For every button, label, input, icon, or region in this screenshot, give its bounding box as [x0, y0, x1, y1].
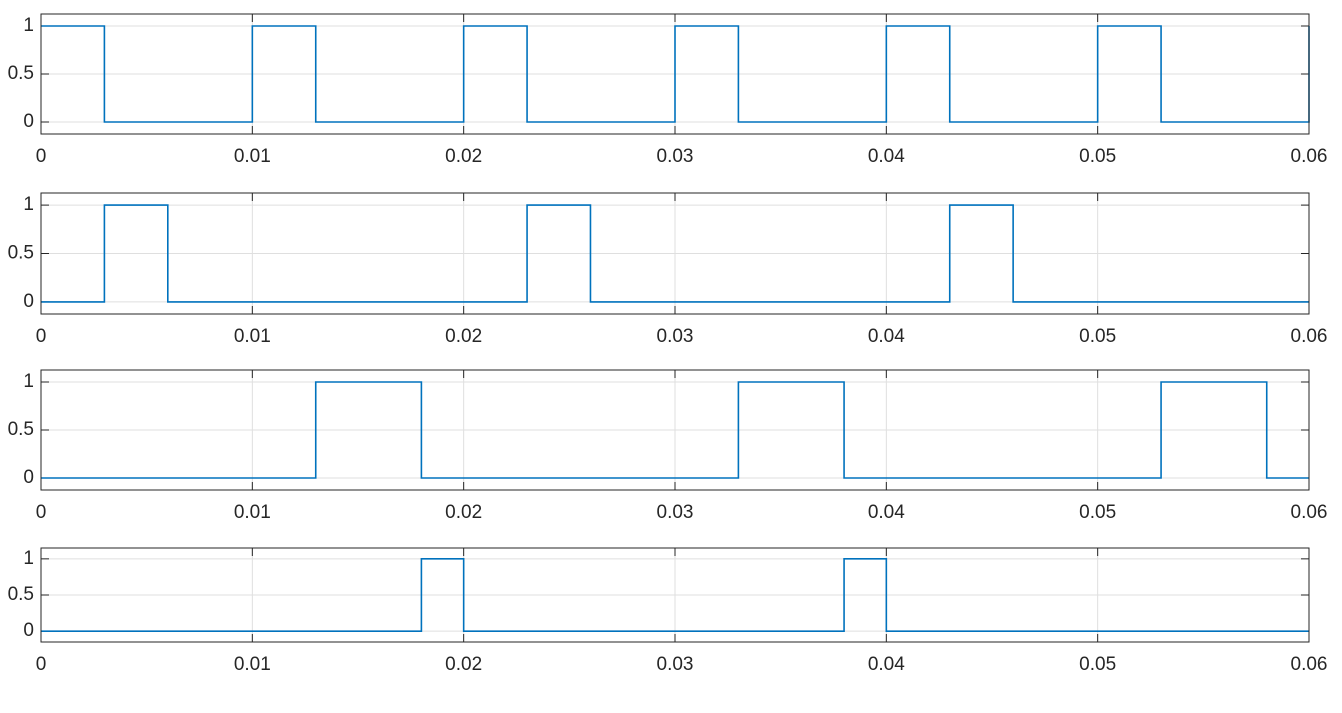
y-tick-label: 1 [23, 15, 34, 36]
y-tick-label: 0.5 [8, 63, 34, 84]
y-tick-label: 1 [23, 548, 34, 569]
signal-line [41, 381, 1309, 479]
x-tick-label: 0.02 [445, 502, 482, 523]
x-tick-label: 0.02 [445, 326, 482, 347]
x-tick-label: 0.03 [657, 326, 694, 347]
y-tick-label: 1 [23, 194, 34, 215]
y-tick-label: 0.5 [8, 243, 34, 264]
y-tick-label: 1 [23, 371, 34, 392]
signal-line [41, 558, 1309, 632]
signal-line [41, 204, 1309, 303]
y-tick-label: 0 [23, 111, 34, 132]
subplot: 0 0.01 0.02 0.03 0.04 0.05 0.06 0 0.5 1 [8, 13, 1328, 167]
axes-frame [40, 13, 1310, 135]
x-tick-label: 0.06 [1291, 146, 1328, 167]
x-tick-label: 0 [36, 502, 47, 523]
x-tick-label: 0.03 [657, 502, 694, 523]
x-tick-label: 0 [36, 654, 47, 675]
x-tick-label: 0.01 [234, 326, 271, 347]
y-tick-label: 0 [23, 291, 34, 312]
x-tick-label: 0.03 [657, 654, 694, 675]
y-tick-label: 0.5 [8, 419, 34, 440]
signal-line [41, 25, 1310, 123]
x-tick-label: 0.01 [234, 502, 271, 523]
x-tick-label: 0.04 [868, 146, 905, 167]
x-tick-label: 0.03 [657, 146, 694, 167]
axes-frame [40, 192, 1310, 315]
axes-frame [40, 547, 1310, 643]
x-tick-label: 0.05 [1079, 654, 1116, 675]
x-tick-label: 0 [36, 146, 47, 167]
x-tick-label: 0.06 [1291, 654, 1328, 675]
y-tick-label: 0.5 [8, 584, 34, 605]
x-tick-label: 0.06 [1291, 326, 1328, 347]
y-tick-label: 0 [23, 620, 34, 641]
x-tick-label: 0.04 [868, 502, 905, 523]
x-tick-label: 0.01 [234, 654, 271, 675]
x-tick-label: 0.05 [1079, 146, 1116, 167]
x-tick-label: 0.05 [1079, 502, 1116, 523]
x-tick-label: 0.04 [868, 654, 905, 675]
x-tick-label: 0.05 [1079, 326, 1116, 347]
x-tick-label: 0 [36, 326, 47, 347]
subplot: 0 0.01 0.02 0.03 0.04 0.05 0.06 0 0.5 1 [8, 192, 1328, 347]
x-tick-label: 0.02 [445, 146, 482, 167]
x-tick-label: 0.06 [1291, 502, 1328, 523]
x-tick-label: 0.01 [234, 146, 271, 167]
subplot: 0 0.01 0.02 0.03 0.04 0.05 0.06 0 0.5 1 [8, 369, 1328, 523]
axes-frame [40, 369, 1310, 491]
x-tick-label: 0.04 [868, 326, 905, 347]
y-tick-label: 0 [23, 467, 34, 488]
subplot: 0 0.01 0.02 0.03 0.04 0.05 0.06 0 0.5 1 [8, 547, 1328, 675]
x-tick-label: 0.02 [445, 654, 482, 675]
